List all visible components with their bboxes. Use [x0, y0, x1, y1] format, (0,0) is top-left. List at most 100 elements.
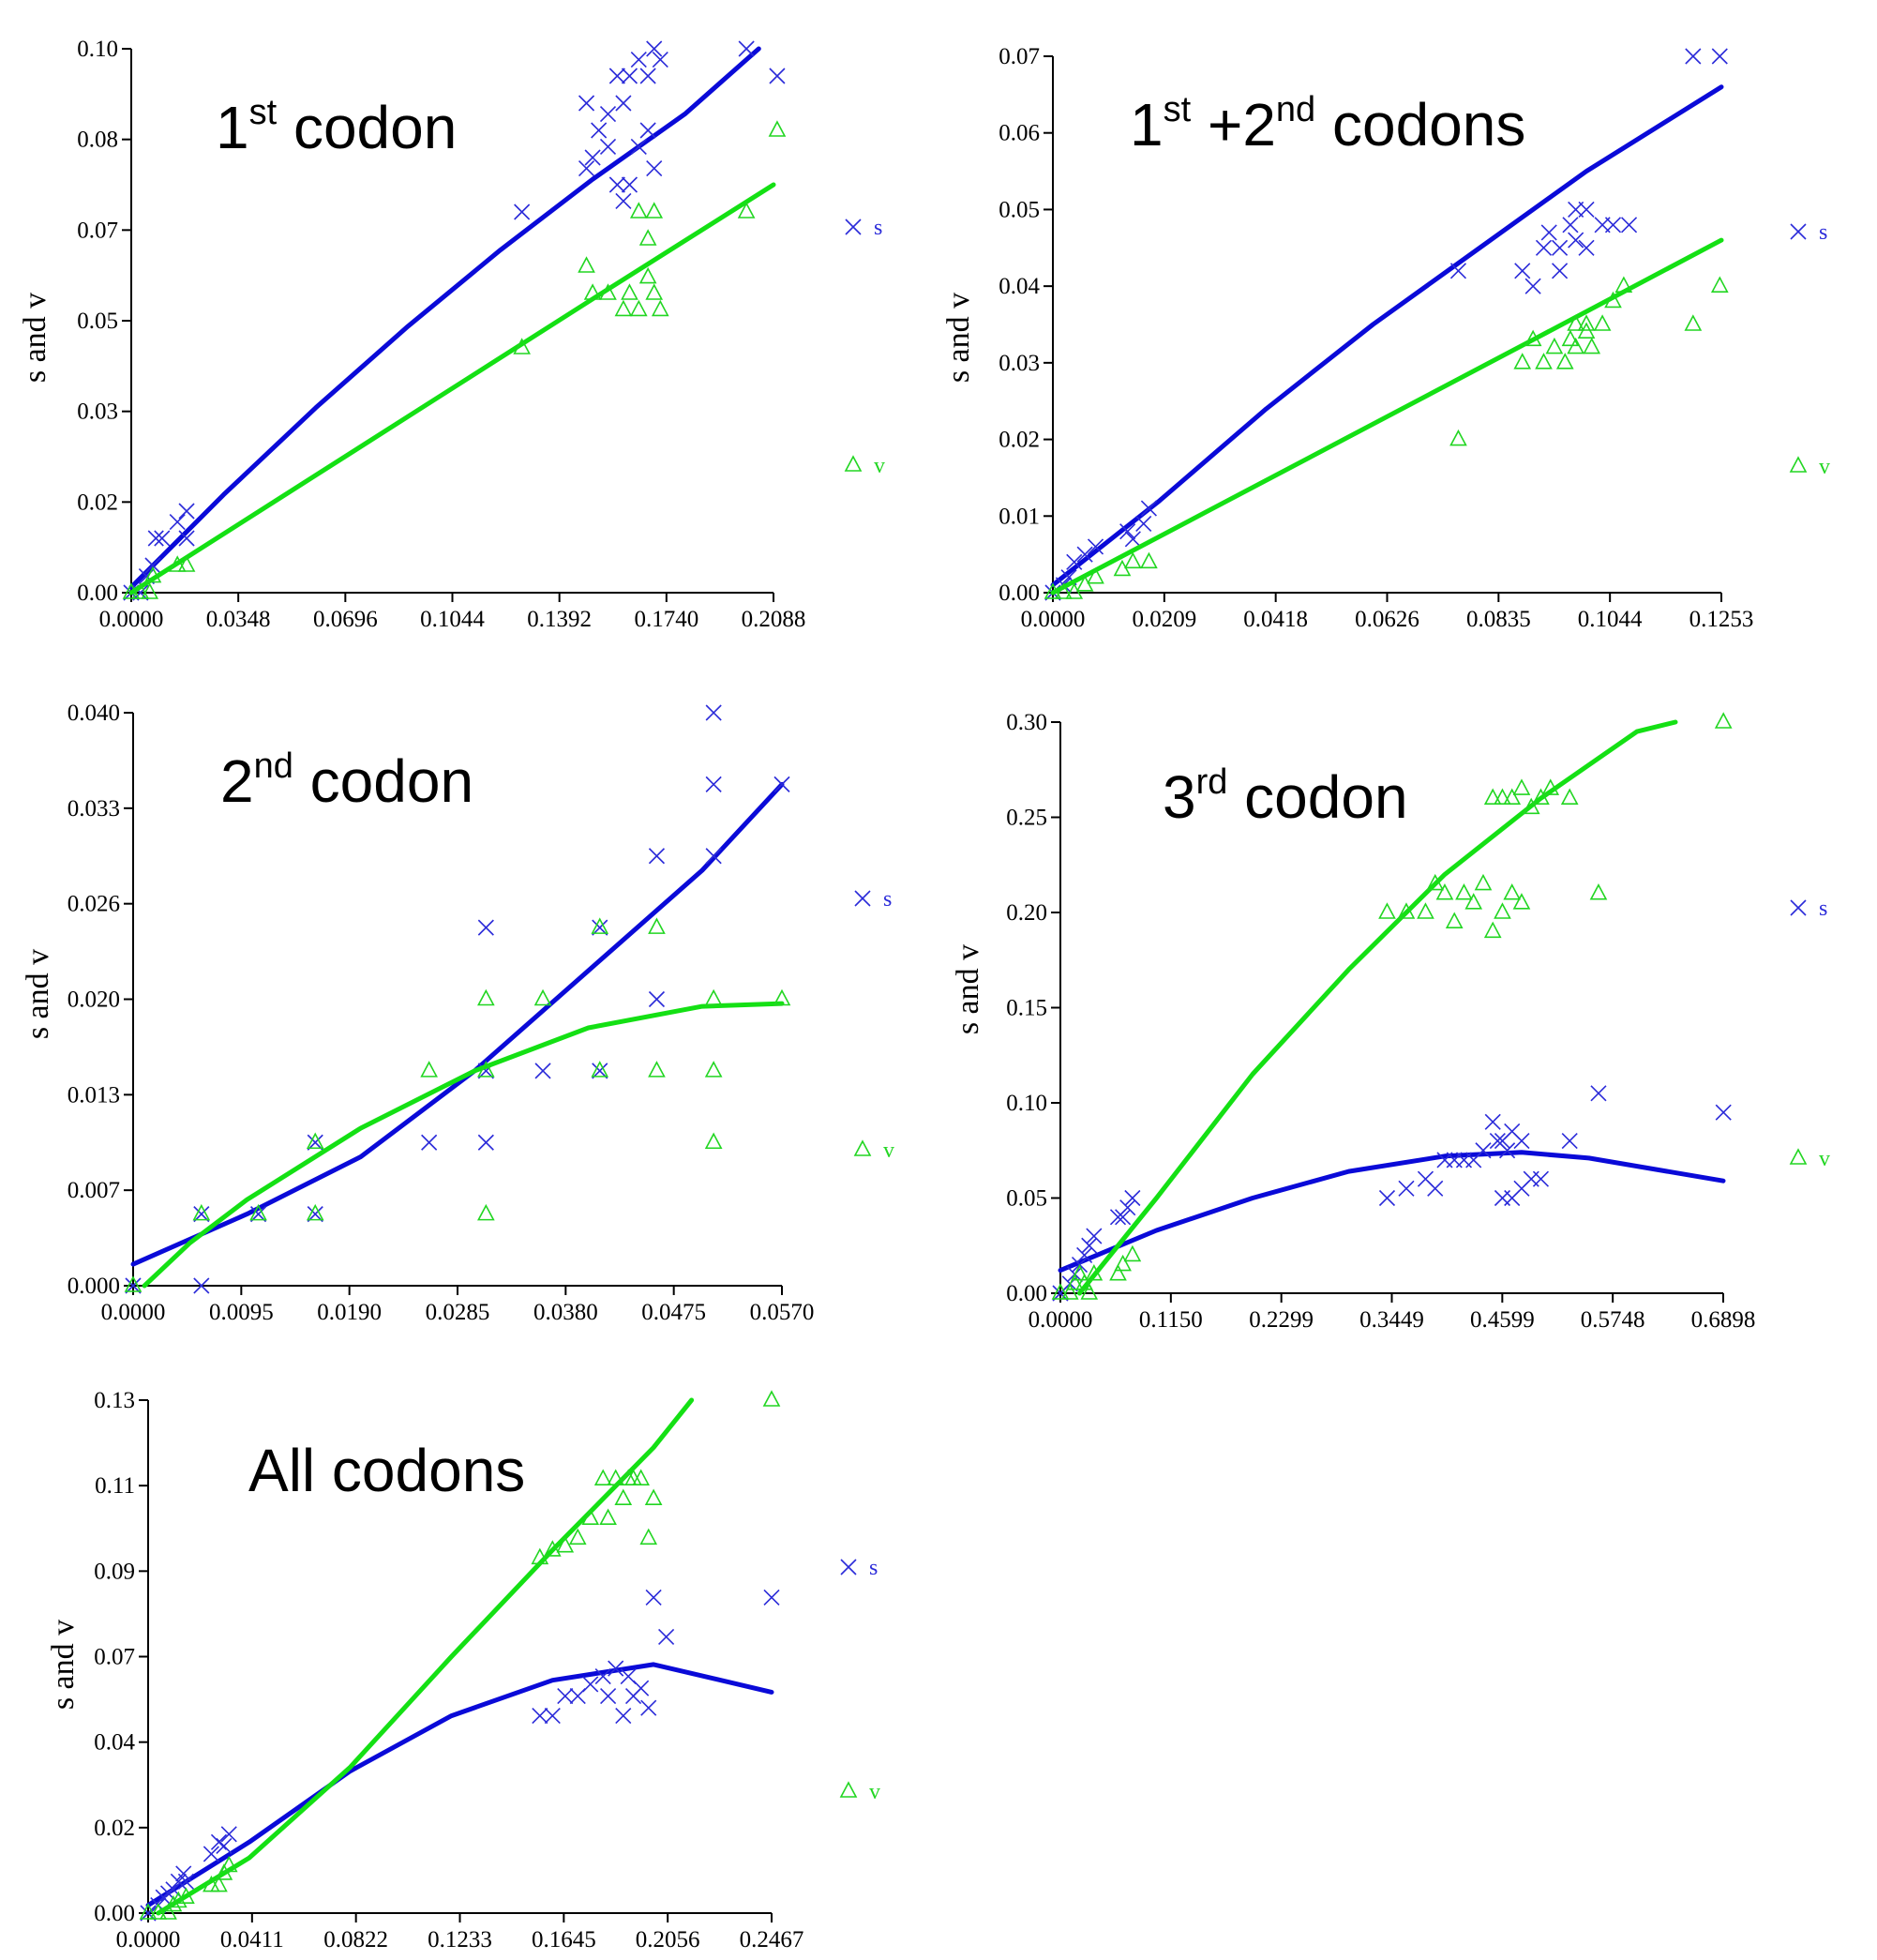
data-point-v: [1593, 314, 1612, 331]
data-point-v: [1123, 1244, 1142, 1262]
y-tick-label: 0.15: [1006, 996, 1047, 1021]
fit-curve-v: [1050, 237, 1724, 596]
data-point-s: [170, 1873, 187, 1890]
x-tick-label: 0.0348: [206, 607, 271, 632]
data-point-s: [773, 776, 790, 792]
data-point-s: [1604, 217, 1622, 234]
chart-panel-1: 0.0000 0.0348 0.0696 0.1044 0.1392 0.1740 0.20…: [18, 37, 885, 632]
data-point-v: [533, 988, 552, 1006]
chart-panel-4: 0.0000 0.1150 0.2299 0.3449 0.4599 0.5748 0.68…: [951, 710, 1830, 1333]
y-tick-label: 0.04: [999, 274, 1040, 299]
data-point-v: [210, 1875, 228, 1892]
data-point-v: [1555, 353, 1574, 369]
data-point-v: [139, 1903, 158, 1920]
series-v: [1051, 712, 1733, 1300]
data-point-v: [1087, 566, 1104, 584]
data-point-s: [578, 160, 595, 177]
data-point-s: [534, 1063, 551, 1079]
data-point-s: [640, 1699, 657, 1716]
data-point-s: [1115, 1209, 1132, 1226]
legend-label-v: v: [874, 454, 885, 478]
data-point-v: [1044, 582, 1062, 599]
data-point-s: [1119, 523, 1136, 540]
data-point-s: [591, 122, 608, 139]
data-point-v: [773, 988, 791, 1006]
legend-label-v: v: [869, 1780, 880, 1804]
data-point-v: [1614, 276, 1633, 293]
x-tick-label: 0.2056: [636, 1927, 700, 1952]
data-point-v: [568, 1528, 587, 1545]
series-s: [123, 40, 786, 601]
data-point-v: [1426, 873, 1445, 891]
y-tick-label: 0.09: [94, 1559, 135, 1584]
y-tick-label: 0.02: [999, 428, 1040, 453]
data-point-v: [143, 565, 162, 583]
data-point-s: [633, 1680, 650, 1696]
data-point-v: [122, 582, 141, 599]
data-point-s: [1540, 224, 1557, 241]
data-point-s: [1578, 239, 1595, 256]
data-point-s: [1140, 500, 1157, 517]
y-axis-label: s and v: [46, 1620, 81, 1710]
y-tick-label: 0.00: [77, 580, 118, 606]
data-point-v: [581, 1508, 600, 1526]
x-tick-label: 0.0000: [1021, 607, 1086, 632]
legend-label-s: s: [1819, 220, 1827, 245]
data-point-s: [1135, 515, 1152, 533]
data-point-v: [1051, 1283, 1070, 1300]
y-axis-label: s and v: [18, 293, 53, 383]
data-point-v: [1567, 337, 1584, 354]
legend-marker-s: [1790, 223, 1807, 240]
x-tick-label: 0.0411: [220, 1927, 284, 1952]
x-tick-label: 0.0209: [1132, 607, 1196, 632]
legend-marker-v: [844, 455, 863, 472]
fit-curve-v: [142, 1001, 785, 1289]
data-point-v: [591, 917, 609, 934]
data-point-v: [578, 256, 595, 273]
x-tick-label: 0.0475: [641, 1300, 706, 1325]
legend: sv: [839, 1556, 880, 1804]
series-s: [1052, 1085, 1732, 1302]
data-point-v: [306, 1203, 324, 1221]
data-point-v: [599, 1508, 617, 1526]
data-point-v: [1109, 1264, 1127, 1281]
x-tick-label: 0.3449: [1359, 1307, 1424, 1333]
data-point-s: [705, 704, 722, 721]
y-axis-label: s and v: [941, 293, 976, 383]
data-point-v: [591, 1061, 609, 1078]
data-point-s: [1685, 48, 1702, 65]
panel-title: 1st codon: [216, 93, 457, 161]
data-point-v: [648, 1061, 666, 1078]
data-point-s: [1561, 1133, 1578, 1150]
y-tick-label: 0.040: [68, 701, 120, 726]
x-tick-label: 0.0285: [426, 1300, 490, 1325]
data-point-s: [1119, 1199, 1136, 1216]
data-point-s: [1620, 217, 1638, 234]
y-tick-label: 0.11: [95, 1473, 135, 1499]
x-tick-label: 0.0418: [1243, 607, 1308, 632]
data-point-v: [1445, 912, 1464, 928]
data-point-v: [768, 120, 787, 137]
x-tick-label: 0.0095: [209, 1300, 274, 1325]
data-point-v: [645, 283, 664, 300]
data-point-v: [614, 1488, 633, 1505]
data-point-s: [648, 990, 666, 1008]
data-point-v: [1060, 1283, 1079, 1300]
data-point-v: [1583, 337, 1601, 354]
x-tick-label: 0.0696: [313, 607, 378, 632]
data-point-v: [1513, 353, 1532, 369]
series-s: [1044, 48, 1728, 601]
data-point-v: [1714, 712, 1733, 729]
data-point-v: [632, 1469, 650, 1485]
data-point-v: [593, 1469, 612, 1485]
series-v: [122, 120, 787, 599]
y-tick-label: 0.01: [999, 504, 1040, 529]
panel-title: 2nd codon: [220, 746, 473, 815]
panel-title: All codons: [248, 1437, 525, 1504]
y-tick-label: 0.04: [94, 1730, 135, 1756]
data-point-v: [177, 555, 196, 572]
data-point-v: [1545, 337, 1564, 354]
data-point-v: [651, 299, 669, 317]
data-point-s: [1076, 1246, 1093, 1263]
